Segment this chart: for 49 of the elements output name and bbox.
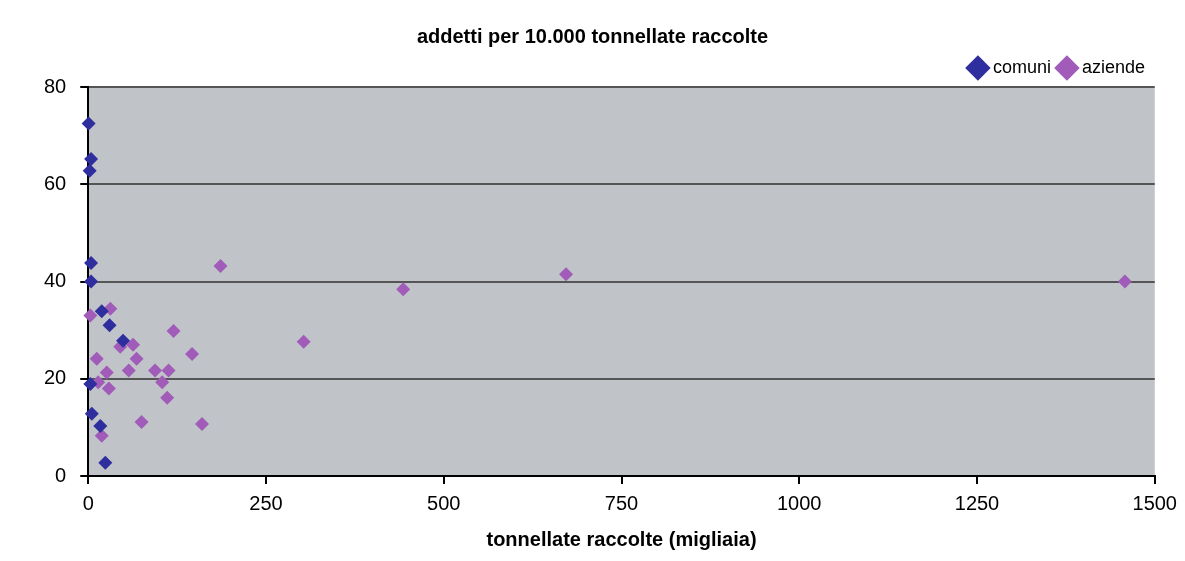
point <box>82 163 97 178</box>
point <box>84 406 99 421</box>
point <box>296 334 311 349</box>
point <box>155 375 170 390</box>
y-tick-label: 60 <box>44 171 67 194</box>
x-tick-label: 500 <box>427 491 461 514</box>
point <box>99 365 114 380</box>
y-tick-label: 0 <box>55 463 67 486</box>
x-tick-label: 1000 <box>777 491 822 514</box>
point <box>559 267 574 282</box>
x-axis-title: tonnellate raccolte (migliaia) <box>486 527 757 550</box>
x-tick-label: 0 <box>82 491 94 514</box>
x-tick-label: 750 <box>604 491 639 514</box>
point <box>98 455 113 470</box>
legend-label: aziende <box>1081 56 1146 77</box>
point <box>84 256 99 271</box>
point <box>1117 274 1132 289</box>
point <box>126 337 141 352</box>
point <box>134 415 149 430</box>
point <box>89 351 104 366</box>
point <box>102 318 117 333</box>
y-tick-label: 40 <box>44 269 67 292</box>
x-tick-label: 1250 <box>954 491 1000 514</box>
point <box>83 308 98 323</box>
point <box>185 346 200 361</box>
point <box>81 116 96 131</box>
point <box>101 381 116 396</box>
point <box>84 151 99 166</box>
x-tick-label: 250 <box>249 491 283 514</box>
point <box>213 258 228 273</box>
point <box>161 363 176 378</box>
point <box>195 416 210 431</box>
point <box>93 418 108 433</box>
point <box>121 363 136 378</box>
point <box>166 324 181 339</box>
point <box>148 363 163 378</box>
point <box>83 377 98 392</box>
x-tick-label: 1500 <box>1132 491 1177 514</box>
point <box>94 304 109 319</box>
point <box>396 282 411 297</box>
point <box>116 333 131 348</box>
point <box>160 390 175 405</box>
point <box>84 274 99 289</box>
chart-title: addetti per 10.000 tonnellate raccolte <box>416 24 769 47</box>
legend-label: comuni <box>992 56 1051 77</box>
point <box>129 351 144 366</box>
y-tick-label: 20 <box>44 366 67 389</box>
y-tick-label: 80 <box>44 74 67 97</box>
point <box>94 428 109 443</box>
